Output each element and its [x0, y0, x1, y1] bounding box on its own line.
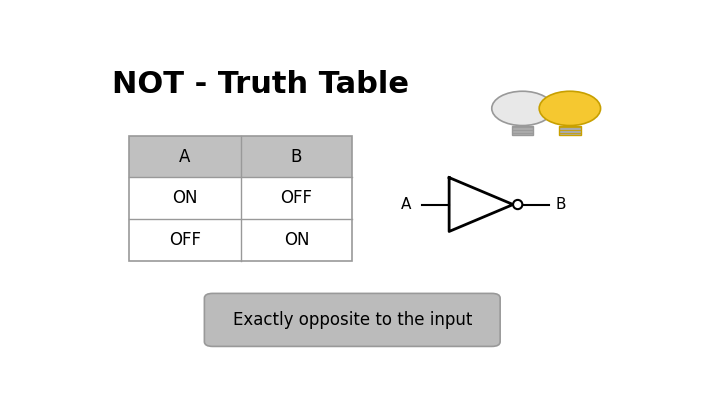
Text: OFF: OFF — [169, 231, 201, 249]
Bar — [559, 126, 580, 135]
Text: ON: ON — [284, 231, 309, 249]
Bar — [129, 219, 352, 261]
Bar — [129, 136, 352, 261]
Text: B: B — [291, 148, 302, 166]
Circle shape — [539, 91, 600, 126]
Text: ON: ON — [172, 189, 197, 207]
Ellipse shape — [513, 200, 523, 209]
Text: B: B — [555, 197, 566, 212]
Bar — [512, 126, 534, 135]
Bar — [129, 177, 352, 219]
FancyBboxPatch shape — [204, 293, 500, 346]
Circle shape — [492, 91, 553, 126]
Bar — [129, 136, 352, 177]
Text: Exactly opposite to the input: Exactly opposite to the input — [233, 311, 472, 329]
Text: NOT - Truth Table: NOT - Truth Table — [112, 70, 409, 100]
Text: OFF: OFF — [281, 189, 312, 207]
Text: A: A — [179, 148, 191, 166]
Text: A: A — [400, 197, 411, 212]
